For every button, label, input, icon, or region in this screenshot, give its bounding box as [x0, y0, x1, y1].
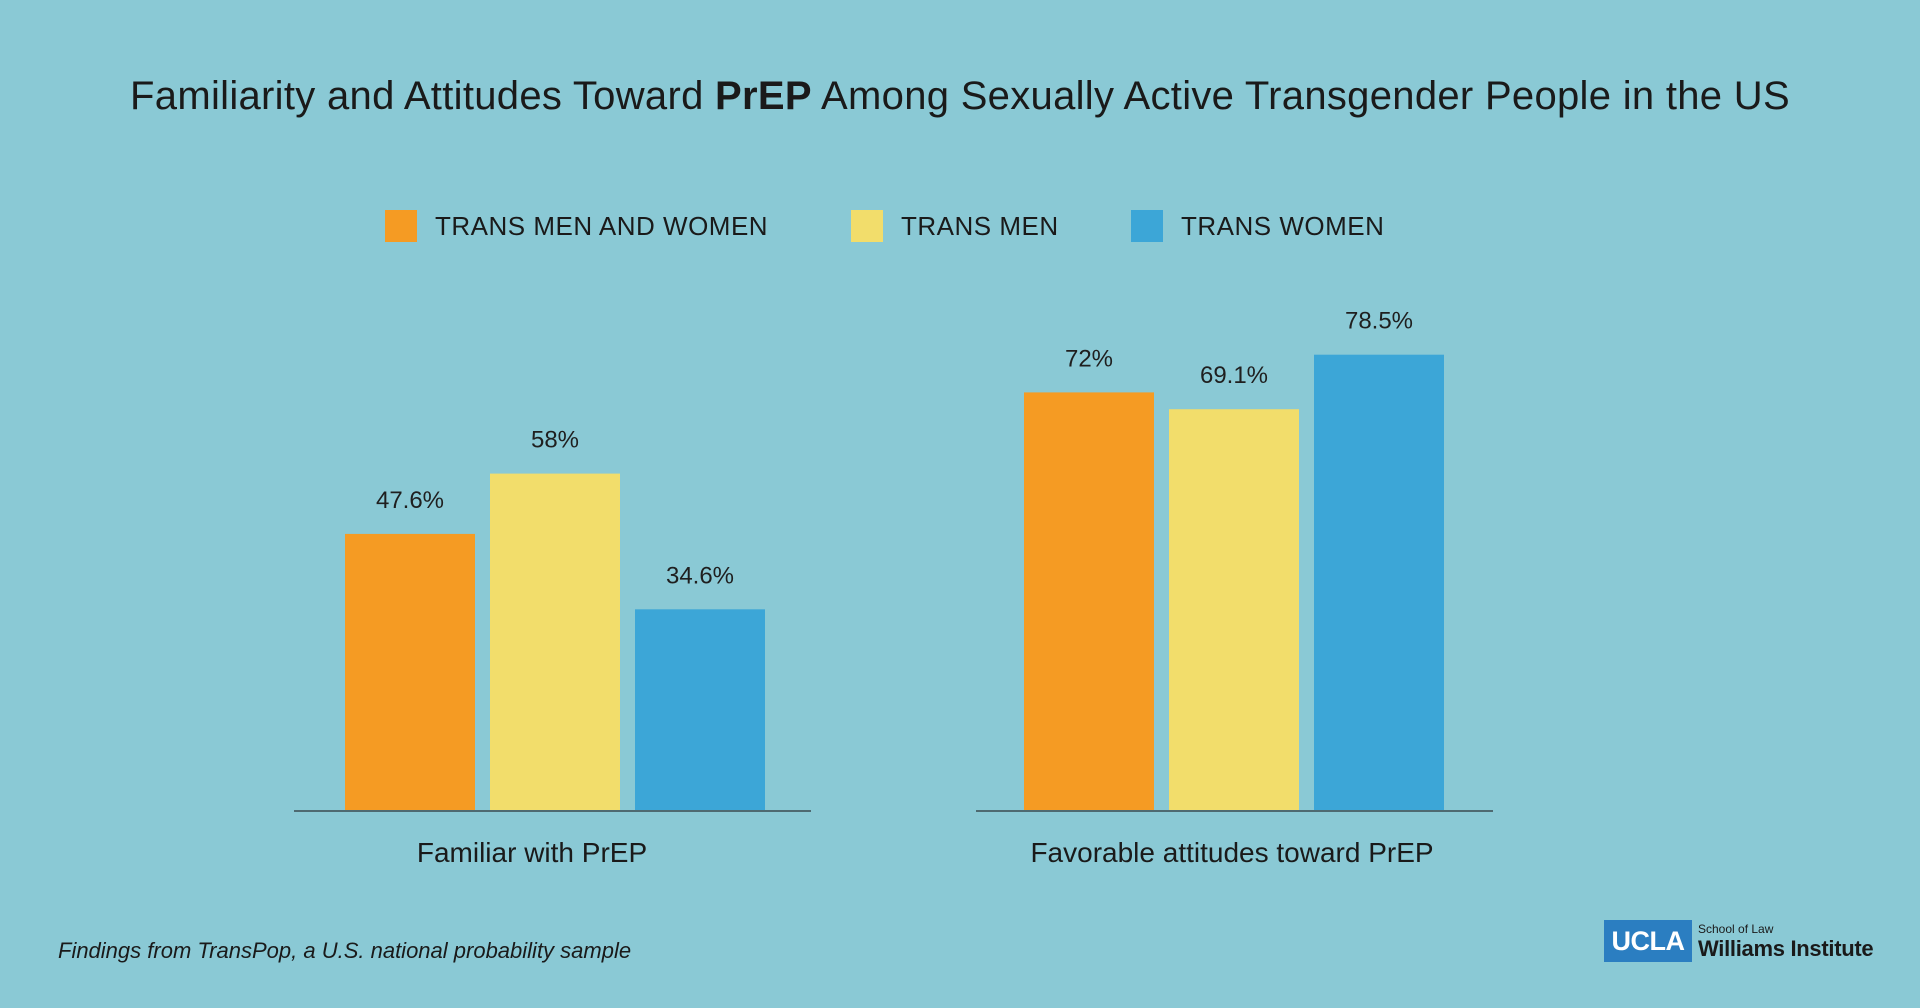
ucla-williams-institute-logo: UCLA School of Law Williams Institute [1604, 920, 1874, 962]
legend-swatch-trans-men-and-women [385, 210, 417, 242]
logo-school-of-law: School of Law [1698, 922, 1774, 936]
logo-williams-institute: Williams Institute [1698, 936, 1874, 961]
data-label: 72% [1065, 345, 1113, 372]
legend-item-trans-men-and-women: TRANS MEN AND WOMEN [385, 208, 768, 244]
category-label: Familiar with PrEP [417, 837, 647, 868]
bar [490, 473, 620, 810]
legend-label-trans-men-and-women: TRANS MEN AND WOMEN [435, 210, 769, 241]
bar [635, 609, 765, 810]
legend-label-trans-women: TRANS WOMEN [1181, 210, 1385, 241]
legend: TRANS MEN AND WOMEN TRANS MEN TRANS WOME… [0, 208, 1920, 244]
data-label: 78.5% [1345, 308, 1413, 335]
title-part-2: Among Sexually Active Transgender People… [811, 74, 1790, 118]
title-part-bold: PrEP [715, 74, 812, 118]
legend-swatch-trans-women [1131, 210, 1163, 242]
bar [1024, 392, 1154, 810]
title-part-1: Familiarity and Attitudes Toward [130, 74, 716, 118]
chart-title: Familiarity and Attitudes Toward PrEP Am… [0, 74, 1920, 119]
legend-item-trans-women: TRANS WOMEN [1131, 208, 1384, 244]
legend-item-trans-men: TRANS MEN [851, 208, 1059, 244]
data-label: 58% [531, 427, 579, 454]
category-label: Favorable attitudes toward PrEP [1030, 837, 1433, 868]
data-label: 69.1% [1200, 362, 1268, 389]
ucla-logo-mark: UCLA [1604, 920, 1692, 962]
legend-label-trans-men: TRANS MEN [901, 210, 1059, 241]
bar [1169, 409, 1299, 810]
bar [345, 533, 475, 810]
data-label: 47.6% [376, 487, 444, 514]
bar [1314, 354, 1444, 810]
data-label: 34.6% [666, 562, 734, 589]
legend-swatch-trans-men [851, 210, 883, 242]
footnote: Findings from TransPop, a U.S. national … [58, 938, 632, 963]
